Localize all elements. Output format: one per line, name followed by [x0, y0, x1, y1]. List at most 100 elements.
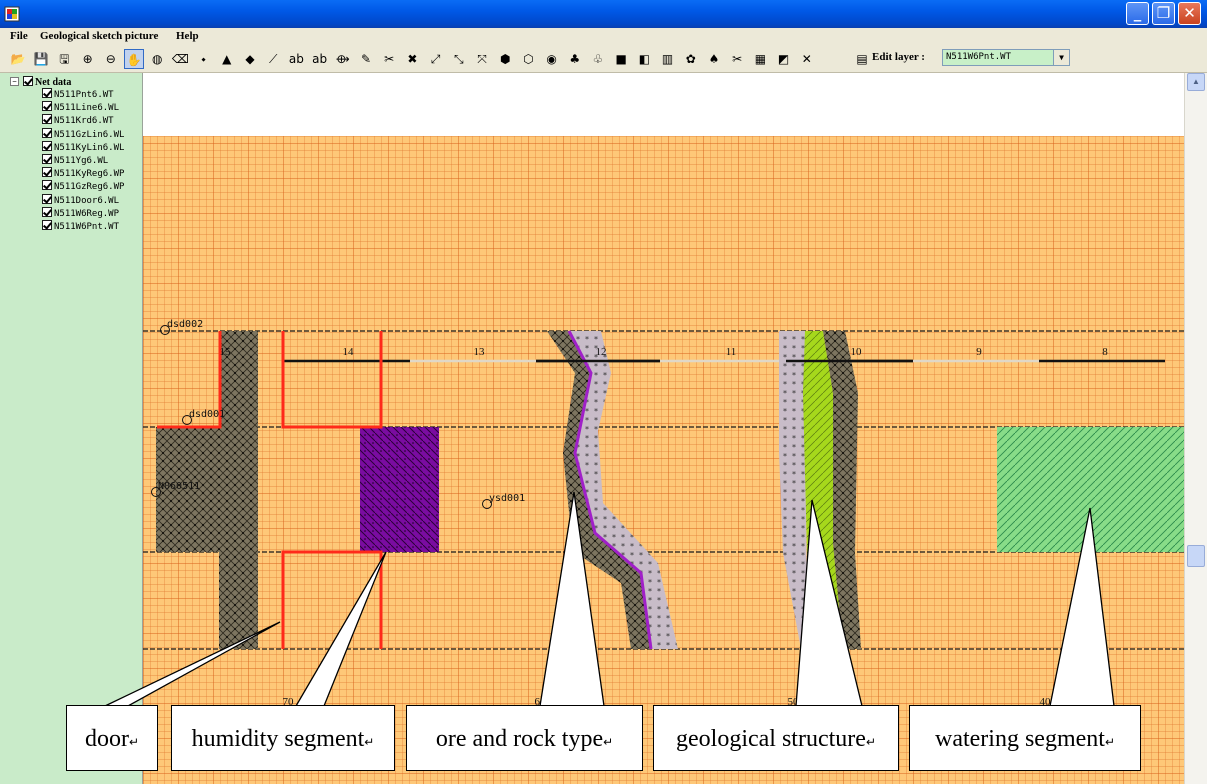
rock-edit-icon[interactable]: ⬡ [523, 52, 534, 66]
layer-checkbox[interactable] [42, 180, 52, 191]
pan-hand-icon[interactable]: ✋ [124, 49, 144, 69]
join-line-icon[interactable]: ⤢ [430, 52, 441, 66]
edit-region-icon[interactable]: ◆ [245, 52, 255, 66]
tree-root-checkbox[interactable] [23, 76, 33, 86]
rock-icon[interactable]: ⬢ [499, 52, 511, 66]
tree-root-label: Net data [35, 77, 72, 88]
layer-item[interactable]: N511W6Pnt.WT [42, 220, 119, 233]
save-icon[interactable]: 💾 [33, 52, 49, 66]
layer-checkbox[interactable] [42, 167, 52, 178]
scissors-icon[interactable]: ✂ [732, 52, 743, 66]
fill-stripe-icon[interactable]: ▥ [661, 52, 674, 66]
delete-text-icon[interactable]: ab [312, 52, 328, 66]
point-marker-icon[interactable] [182, 415, 192, 425]
palette-icon[interactable]: ◩ [777, 52, 790, 66]
cut-line-icon[interactable]: ✂ [384, 52, 395, 66]
menu-help[interactable]: Help [176, 30, 199, 42]
layer-checkbox[interactable] [42, 206, 52, 217]
callout-watering-segment: watering segment↵ [909, 705, 1141, 771]
layer-checkbox[interactable] [42, 127, 52, 138]
point-label: ysd001 [489, 493, 525, 504]
layer-label: N511GzReg6.WP [54, 182, 125, 193]
segment-number: 9 [976, 346, 982, 358]
fill-black-icon[interactable]: ■ [615, 52, 627, 66]
point-marker-icon[interactable] [160, 325, 170, 335]
point-marker-icon[interactable] [151, 487, 161, 497]
tree-edit-icon[interactable]: ♧ [592, 52, 604, 66]
sample-icon[interactable]: ◉ [546, 52, 557, 66]
save-as-icon[interactable]: 🖫 [59, 52, 70, 66]
line-icon[interactable]: ⟋ [268, 52, 278, 66]
layer-checkbox[interactable] [42, 101, 52, 112]
layer-item[interactable]: N511Door6.WL [42, 193, 119, 207]
layer-label: N511Line6.WL [54, 103, 120, 114]
layer-item[interactable]: N511Line6.WL [42, 101, 119, 114]
menu-geological-sketch-picture[interactable]: Geological sketch picture [40, 30, 159, 42]
layer-checkbox[interactable] [42, 114, 52, 125]
minimize-button[interactable]: _ [1126, 2, 1149, 25]
door-line [157, 331, 222, 429]
tree-root[interactable]: − Net data [10, 76, 71, 88]
title-bar: _ ❐ ✕ [0, 0, 1207, 28]
callout-door: door↵ [66, 705, 158, 771]
layer-item[interactable]: N511KyReg6.WP [42, 167, 124, 180]
menu-bar: File Geological sketch picture Help [0, 28, 1207, 45]
rock-region [156, 331, 258, 649]
map-canvas[interactable]: * [143, 73, 1184, 784]
point-marker-icon[interactable] [482, 499, 492, 509]
close-button[interactable]: ✕ [1178, 2, 1201, 25]
layer-checkbox[interactable] [42, 220, 52, 230]
edit-layer-select[interactable]: N511W6Pnt.WT ▼ [942, 49, 1070, 66]
layer-item[interactable]: N511GzReg6.WP [42, 180, 124, 193]
calc-icon[interactable]: ▤ [856, 52, 868, 66]
layer-item[interactable]: N511GzLin6.WL [42, 127, 125, 141]
scroll-up-icon[interactable]: ▲ [1187, 73, 1205, 91]
pencil-icon[interactable]: ✎ [360, 52, 372, 66]
open-icon[interactable]: 📂 [10, 52, 26, 66]
layer-checkbox[interactable] [42, 154, 52, 164]
close-x-icon[interactable]: ✕ [801, 52, 812, 66]
add-region-icon[interactable]: ▲ [222, 52, 232, 66]
layer-label: N511KyReg6.WP [54, 169, 125, 180]
door-line [281, 331, 383, 429]
layer-checkbox[interactable] [42, 193, 52, 204]
point-label: dsd001 [189, 409, 225, 420]
ore-speckle-band [569, 331, 678, 649]
restore-button[interactable]: ❐ [1152, 2, 1175, 25]
grid-icon[interactable]: ▦ [754, 52, 767, 66]
eraser-icon[interactable]: ⌫ [171, 52, 189, 66]
geological-sketch-map[interactable]: * [143, 73, 1184, 784]
collapse-icon[interactable]: − [10, 77, 19, 86]
layer-item[interactable]: N511Krd6.WT [42, 114, 114, 127]
layer-item[interactable]: N511KyLin6.WL [42, 140, 124, 154]
layer-item[interactable]: N511Yg6.WL [42, 154, 108, 167]
point-icon[interactable]: ⬩ [201, 52, 206, 66]
ore-dark-band [547, 331, 651, 649]
globe-icon[interactable]: ◍ [151, 52, 163, 66]
tree-icon[interactable]: ♣ [569, 52, 581, 66]
scale-label: 40 [1040, 696, 1052, 708]
layer-item[interactable]: N511Pnt6.WT [42, 88, 114, 101]
layer-label: N511Yg6.WL [54, 156, 109, 166]
layer-label: N511GzLin6.WL [54, 129, 125, 140]
delete-node-icon[interactable]: ✖ [407, 52, 418, 66]
layer-item[interactable]: N511W6Reg.WP [42, 206, 119, 220]
layer-checkbox[interactable] [42, 88, 52, 98]
break-line-icon[interactable]: ⤧ [477, 52, 487, 66]
watering-region [997, 427, 1184, 552]
zoom-out-icon[interactable]: ⊖ [105, 52, 116, 66]
text-abc-icon[interactable]: ab [288, 52, 304, 66]
layer-checkbox[interactable] [42, 140, 52, 151]
move-icon[interactable]: ⟴ [335, 52, 350, 66]
segment-number: 8 [1102, 346, 1108, 358]
zoom-in-icon[interactable]: ⊕ [82, 52, 93, 66]
edit-line-icon[interactable]: ⤡ [453, 52, 464, 66]
paint-icon[interactable]: ♠ [708, 52, 720, 66]
fill-red-icon[interactable]: ◧ [638, 52, 651, 66]
cluster-icon[interactable]: ✿ [685, 52, 696, 66]
scroll-thumb[interactable] [1187, 545, 1205, 567]
chevron-down-icon[interactable]: ▼ [1053, 50, 1069, 65]
humidity-region [360, 427, 439, 552]
menu-file[interactable]: File [10, 30, 28, 42]
vertical-scrollbar[interactable]: ▲ [1184, 73, 1207, 784]
